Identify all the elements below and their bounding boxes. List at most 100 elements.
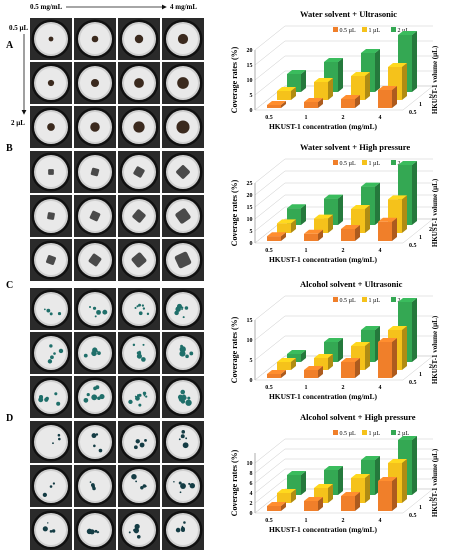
- depth-tick-label-1: 1: [419, 372, 422, 378]
- bar-side: [338, 58, 343, 92]
- bar-top: [324, 58, 343, 62]
- dish-photo: [30, 421, 72, 463]
- deposit-speck: [57, 433, 61, 437]
- chart-bars: [267, 161, 417, 241]
- bar-side: [412, 31, 417, 92]
- depth-tick-label-0: 0.5: [409, 110, 417, 116]
- chart-legend: 0.5 µL1 µL2 µL: [333, 27, 409, 34]
- bar-top: [287, 70, 306, 74]
- dish-photo: [162, 465, 204, 507]
- deposit-speck: [181, 308, 183, 311]
- chart-floor: [254, 355, 434, 381]
- x-tick-label-3: 4: [379, 518, 382, 524]
- chart-legend: 0.5 µL1 µL2 µL: [333, 160, 409, 167]
- y-axis-label: Coverage rates (%): [230, 316, 239, 383]
- bar-top: [287, 350, 306, 354]
- bar-front: [277, 223, 291, 233]
- deposit-speck: [95, 433, 99, 436]
- bar: [351, 72, 370, 100]
- bar-front: [314, 218, 328, 233]
- deposit-speck: [133, 528, 136, 532]
- bar-top: [324, 194, 343, 199]
- bar-top: [351, 205, 370, 209]
- dish-grid: [30, 421, 204, 550]
- deposit-speck: [58, 348, 64, 354]
- bar-top: [314, 214, 333, 219]
- bar-front: [341, 496, 355, 511]
- bar-front: [378, 481, 392, 511]
- deposit-speck: [136, 353, 142, 359]
- y-tick-label-1: 5: [250, 93, 253, 99]
- bar: [267, 232, 286, 241]
- side-gridline: [254, 468, 286, 494]
- legend-swatch-1: [362, 160, 367, 165]
- deposit-spot: [90, 122, 100, 132]
- y-axis-label: Coverage rates (%): [230, 179, 239, 246]
- legend-swatch-1: [362, 27, 367, 32]
- bar: [398, 161, 417, 225]
- legend-label-1: 1 µL: [369, 28, 381, 34]
- chart-floor: [254, 85, 434, 111]
- bar-top: [314, 354, 333, 358]
- bar-side: [328, 214, 333, 233]
- deposit-spot: [134, 78, 144, 88]
- deposit-speck: [97, 396, 101, 401]
- bar-side: [392, 217, 397, 241]
- chart-bars: [267, 436, 417, 511]
- bar-top: [388, 459, 407, 463]
- dish-photo: [30, 151, 72, 193]
- y-tick-label-4: 8: [250, 471, 253, 477]
- deposit-speck: [188, 482, 191, 486]
- dish-inner: [36, 427, 66, 457]
- bar-top: [378, 338, 397, 342]
- bar: [378, 477, 397, 511]
- legend-label-0: 0.5 µL: [340, 28, 356, 34]
- deposit-speck: [146, 312, 150, 316]
- deposit-speck: [38, 397, 44, 403]
- y-tick-label-2: 10: [247, 78, 253, 84]
- bar-side: [402, 326, 407, 370]
- x-tick-label-0: 0.5: [265, 115, 273, 121]
- deposit-speck: [183, 521, 186, 524]
- dish-photo: [30, 62, 72, 104]
- x-tick-label-3: 4: [379, 385, 382, 391]
- dish-inner: [80, 427, 110, 457]
- deposit-speck: [102, 309, 108, 315]
- x-axis-label: HKUST-1 concentration (mg/mL): [269, 392, 378, 401]
- dish-photo: [162, 151, 204, 193]
- bar-front: [304, 233, 318, 241]
- deposit-speck: [138, 393, 142, 397]
- deposit-speck: [49, 344, 53, 348]
- panels-container: A Water solvent + Ultrasonic 0.5 µL 1 µL 2 µ…: [6, 9, 439, 550]
- bar-side: [281, 370, 286, 378]
- deposit-speck: [145, 395, 148, 398]
- dish-inner: [36, 338, 66, 368]
- dish-photo: [30, 106, 72, 148]
- bar-top: [287, 204, 306, 209]
- deposit-speck: [44, 397, 49, 402]
- deposit-speck: [91, 433, 97, 439]
- bar-side: [402, 63, 407, 100]
- bar-top: [398, 298, 417, 302]
- bar-top: [304, 229, 323, 234]
- bar-side: [392, 477, 397, 511]
- depth-tick-label-1: 1: [419, 235, 422, 241]
- deposit-spot: [91, 35, 99, 43]
- deposit-speck: [89, 481, 92, 483]
- bar-front: [341, 362, 355, 378]
- bar: [314, 214, 333, 233]
- legend-label-0: 0.5 µL: [340, 431, 356, 437]
- bar-top: [314, 78, 333, 82]
- bar-side: [392, 86, 397, 108]
- bar: [277, 358, 296, 370]
- dish-photo: [162, 106, 204, 148]
- deposit-speck: [181, 528, 185, 532]
- deposit-speck: [135, 439, 140, 444]
- legend-label-0: 0.5 µL: [340, 161, 356, 167]
- bar-top: [378, 86, 397, 90]
- legend-swatch-1: [362, 430, 367, 435]
- deposit-spot: [88, 253, 102, 267]
- x-tick-label-2: 2: [342, 248, 345, 254]
- dish-photo: [74, 195, 116, 237]
